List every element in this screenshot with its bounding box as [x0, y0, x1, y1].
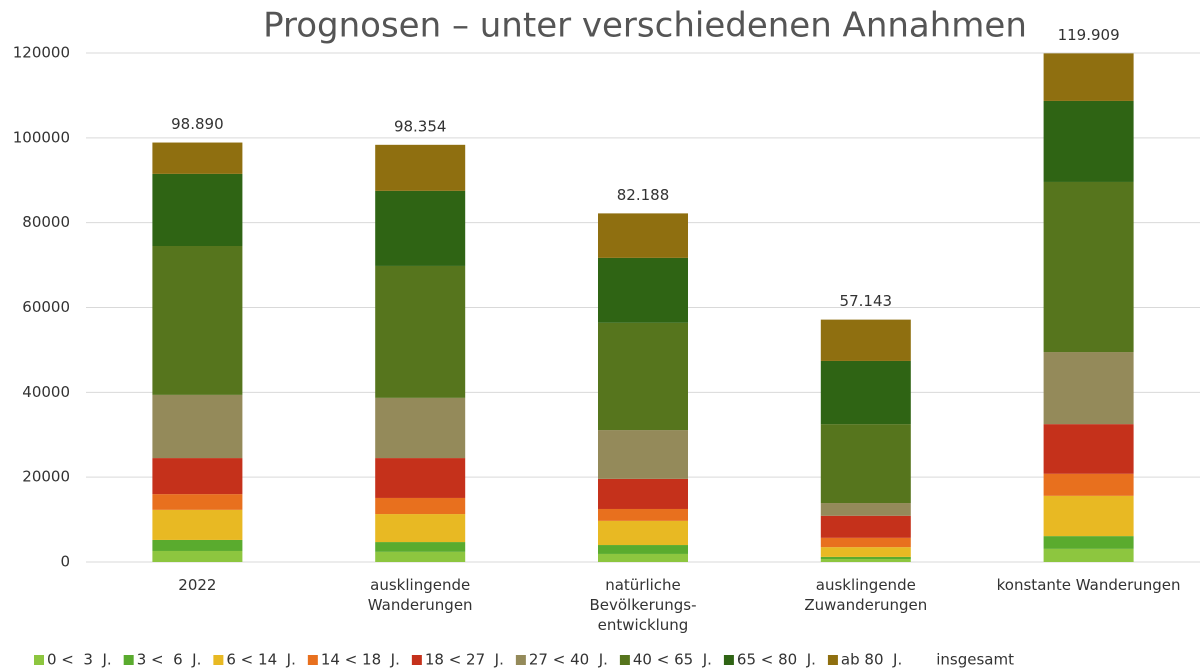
legend-label: insgesamt	[936, 651, 1014, 669]
bar-segment	[1043, 495, 1134, 537]
legend-swatch	[827, 655, 838, 665]
bar-segment	[820, 503, 911, 516]
data-label: 119.909	[1058, 26, 1120, 44]
legend-label: 65 < 80 J.	[737, 651, 816, 669]
bar-segment	[152, 142, 243, 174]
bar-segment	[1043, 181, 1134, 353]
bar-segment	[1043, 548, 1134, 562]
y-tick-label: 40000	[22, 383, 70, 401]
data-label: 98.354	[394, 117, 447, 135]
bar-segment	[152, 509, 243, 540]
bar-segment	[598, 545, 688, 554]
bar-segment	[1043, 352, 1134, 425]
bar-segment	[152, 245, 243, 395]
bar-segment	[1043, 100, 1134, 182]
legend-label: 6 < 14 J.	[226, 651, 295, 669]
legend-label: 3 < 6 J.	[137, 651, 202, 669]
legend-label: ab 80 J.	[841, 651, 902, 669]
legend-swatch	[515, 655, 526, 665]
bar-segment	[598, 430, 688, 479]
legend-label: 40 < 65 J.	[633, 651, 712, 669]
bar-segment	[598, 520, 688, 546]
bar-segment	[820, 559, 911, 562]
bar-segment	[375, 542, 466, 552]
x-tick-label: ausklingende Wanderungen	[367, 576, 473, 614]
bar-segment	[375, 144, 466, 191]
bar-segment	[820, 319, 911, 361]
chart-title: Prognosen – unter verschiedenen Annahmen	[263, 6, 1027, 46]
y-tick-label: 0	[60, 553, 70, 571]
x-tick-label: 2022	[178, 576, 217, 594]
bar-segment	[820, 547, 911, 557]
bar-segment	[820, 424, 911, 504]
data-label: 82.188	[617, 186, 670, 204]
bar-segment	[152, 173, 243, 246]
bar-segment	[152, 458, 243, 495]
legend-label: 0 < 3 J.	[47, 651, 112, 669]
bar-segment	[598, 213, 688, 258]
legend-label: 14 < 18 J.	[321, 651, 400, 669]
bar-segment	[598, 257, 688, 323]
legend-label: 27 < 40 J.	[529, 651, 608, 669]
bar-segment	[598, 322, 688, 431]
bar-segment	[1043, 536, 1134, 549]
legend-swatch	[34, 655, 44, 665]
y-tick-label: 100000	[13, 128, 70, 146]
bar-segment	[152, 550, 243, 562]
legend-swatch	[619, 655, 630, 665]
x-tick-label: natürliche Bevölkerungs- entwicklung	[589, 576, 697, 634]
legend-swatch	[411, 655, 422, 665]
data-label: 57.143	[840, 292, 893, 310]
legend-swatch	[307, 655, 318, 665]
bar-segment	[1043, 473, 1134, 496]
y-tick-label: 60000	[22, 298, 70, 316]
bar-segment	[152, 494, 243, 510]
bar-segment	[375, 497, 466, 515]
data-label: 98.890	[171, 115, 224, 133]
legend-swatch	[123, 655, 134, 665]
y-tick-label: 80000	[22, 213, 70, 231]
bar-segment	[820, 556, 911, 560]
bar-segment	[820, 360, 911, 425]
legend-label: 18 < 27 J.	[425, 651, 504, 669]
bar-segment	[820, 515, 911, 538]
bar-segment	[375, 265, 466, 398]
x-tick-label: ausklingende Zuwanderungen	[804, 576, 928, 614]
bar-segment	[1043, 53, 1134, 101]
legend-swatch	[213, 655, 224, 665]
bar-segment	[375, 551, 466, 562]
legend-swatch	[723, 655, 734, 665]
y-tick-label: 20000	[22, 468, 70, 486]
bar-segment	[375, 514, 466, 543]
bar-segment	[375, 458, 466, 498]
bar-segment	[152, 394, 243, 459]
bar-segment	[1043, 424, 1134, 474]
bar-segment	[152, 539, 243, 551]
y-tick-label: 120000	[13, 44, 70, 62]
bar-segment	[820, 537, 911, 548]
x-tick-label: konstante Wanderungen	[996, 576, 1181, 594]
bar-segment	[375, 397, 466, 459]
bar-segment	[375, 190, 466, 266]
bar-segment	[598, 553, 688, 562]
bar-segment	[598, 478, 688, 509]
bar-segment	[598, 508, 688, 521]
